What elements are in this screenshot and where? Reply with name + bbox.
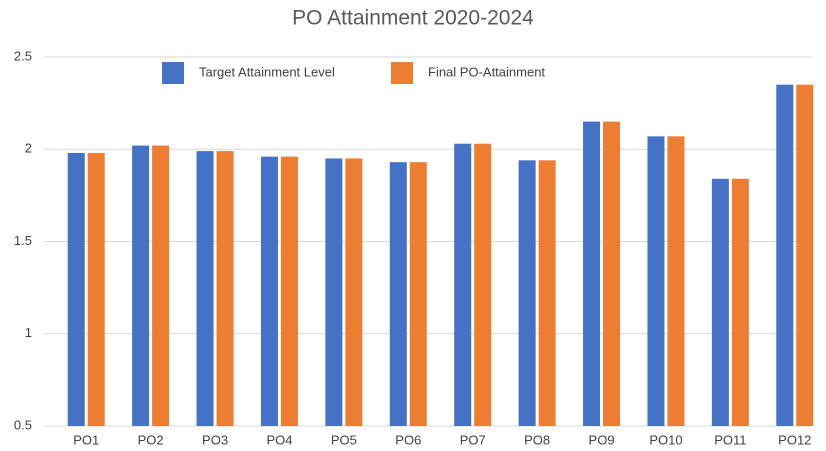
bar — [776, 84, 794, 427]
legend-label: Target Attainment Level — [199, 64, 335, 79]
x-tick-label: PO11 — [714, 432, 746, 447]
bar — [518, 160, 536, 426]
x-tick-label: PO4 — [266, 432, 292, 447]
x-tick-label: PO1 — [73, 432, 99, 447]
bar — [474, 143, 492, 426]
bar — [260, 156, 278, 426]
bar — [409, 162, 427, 427]
x-tick-label: PO7 — [460, 432, 486, 447]
y-tick-label: 1.5 — [14, 233, 32, 248]
bar — [67, 152, 85, 426]
legend-swatch — [391, 62, 413, 84]
y-tick-label: 0.5 — [14, 417, 32, 432]
y-tick-label: 1 — [25, 325, 32, 340]
x-tick-label: PO9 — [589, 432, 615, 447]
bar — [216, 151, 234, 426]
y-tick-label: 2.5 — [14, 48, 32, 63]
bar — [389, 162, 407, 427]
bar — [667, 136, 685, 426]
bar — [345, 158, 363, 426]
x-tick-label: PO3 — [202, 432, 228, 447]
chart-title: PO Attainment 2020-2024 — [292, 7, 534, 30]
x-tick-label: PO10 — [649, 432, 682, 447]
bar — [603, 121, 621, 426]
bar — [538, 160, 556, 426]
bar — [132, 145, 150, 426]
bar — [87, 152, 105, 426]
bar — [196, 151, 214, 426]
bar — [583, 121, 601, 426]
legend-label: Final PO-Attainment — [428, 64, 545, 79]
bar — [731, 178, 749, 426]
bar — [325, 158, 343, 426]
bar — [454, 143, 472, 426]
x-tick-label: PO8 — [524, 432, 550, 447]
y-tick-label: 2 — [25, 141, 32, 156]
x-tick-label: PO12 — [778, 432, 811, 447]
legend-swatch — [162, 62, 184, 84]
x-tick-label: PO2 — [138, 432, 164, 447]
x-tick-label: PO5 — [331, 432, 357, 447]
bar — [647, 136, 665, 426]
bar — [280, 156, 298, 426]
bar — [796, 84, 814, 427]
bar — [152, 145, 170, 426]
bar — [711, 178, 729, 426]
x-tick-label: PO6 — [395, 432, 421, 447]
